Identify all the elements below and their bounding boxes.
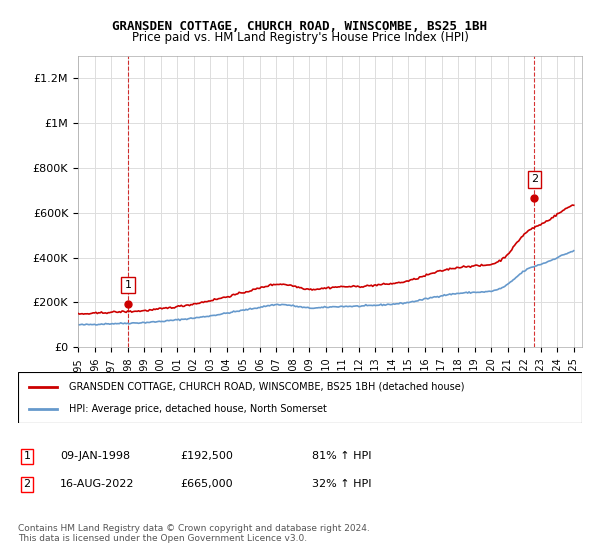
Text: 1: 1 <box>23 451 31 461</box>
Text: Price paid vs. HM Land Registry's House Price Index (HPI): Price paid vs. HM Land Registry's House … <box>131 31 469 44</box>
Text: 2: 2 <box>531 174 538 184</box>
Text: 16-AUG-2022: 16-AUG-2022 <box>60 479 134 489</box>
Text: GRANSDEN COTTAGE, CHURCH ROAD, WINSCOMBE, BS25 1BH: GRANSDEN COTTAGE, CHURCH ROAD, WINSCOMBE… <box>113 20 487 32</box>
Text: Contains HM Land Registry data © Crown copyright and database right 2024.
This d: Contains HM Land Registry data © Crown c… <box>18 524 370 543</box>
Text: 09-JAN-1998: 09-JAN-1998 <box>60 451 130 461</box>
Text: 32% ↑ HPI: 32% ↑ HPI <box>312 479 371 489</box>
Text: 2: 2 <box>23 479 31 489</box>
Text: HPI: Average price, detached house, North Somerset: HPI: Average price, detached house, Nort… <box>69 404 326 414</box>
Text: £192,500: £192,500 <box>180 451 233 461</box>
Text: £665,000: £665,000 <box>180 479 233 489</box>
Text: 1: 1 <box>125 280 131 290</box>
Text: 81% ↑ HPI: 81% ↑ HPI <box>312 451 371 461</box>
Text: GRANSDEN COTTAGE, CHURCH ROAD, WINSCOMBE, BS25 1BH (detached house): GRANSDEN COTTAGE, CHURCH ROAD, WINSCOMBE… <box>69 381 464 391</box>
FancyBboxPatch shape <box>18 372 582 423</box>
